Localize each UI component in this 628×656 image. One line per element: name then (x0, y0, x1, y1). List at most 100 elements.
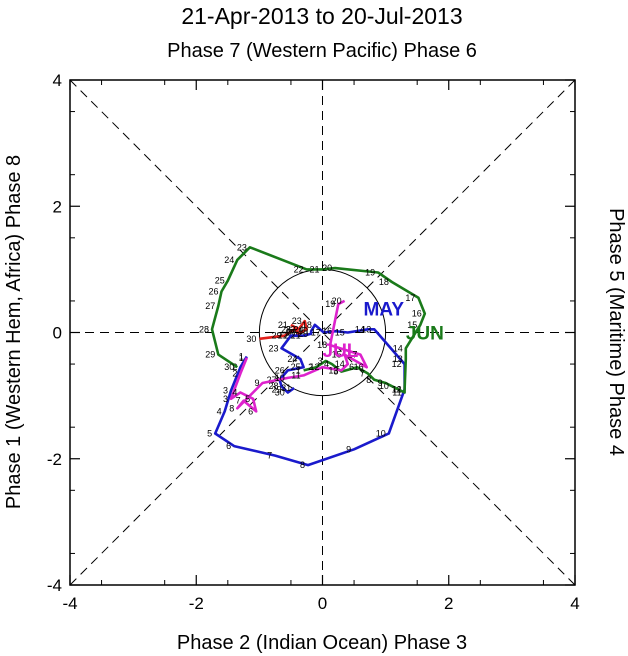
series-line-may (213, 323, 406, 467)
day-label: 19 (365, 268, 375, 278)
x-tick-label: -2 (189, 594, 204, 613)
day-label: 29 (205, 350, 215, 360)
month-label-may: MAY (364, 300, 405, 321)
y-axis-label-right: Phase 5 (Maritime) Phase 4 (605, 208, 627, 456)
day-label: 11 (392, 388, 401, 398)
y-axis-label-left: Phase 1 (Western Hem, Africa) Phase 8 (3, 155, 25, 509)
series-line-apr (259, 319, 309, 341)
day-label: 20 (332, 296, 342, 306)
day-label: 6 (248, 406, 253, 416)
day-label: 8 (366, 375, 371, 385)
day-label: 13 (361, 324, 371, 334)
day-label: 18 (379, 277, 389, 287)
day-label: 29 (272, 331, 282, 341)
day-label: 27 (267, 375, 277, 385)
day-label: 18 (302, 320, 312, 330)
day-label: 5 (333, 367, 338, 377)
day-label: 6 (349, 362, 354, 372)
day-label: 14 (355, 324, 365, 334)
day-label: 7 (267, 451, 272, 461)
day-label: 20 (322, 263, 332, 273)
day-label: 23 (292, 316, 302, 326)
day-label: 21 (278, 320, 288, 330)
day-label: 6 (226, 441, 231, 451)
day-label: 26 (208, 287, 218, 297)
day-label: 4 (217, 406, 222, 416)
series-line-jul (229, 299, 369, 413)
series-line-jun (210, 246, 427, 394)
day-label: 12 (392, 384, 402, 394)
y-tick-label: -2 (47, 450, 62, 469)
day-label: 1 (239, 352, 244, 362)
day-label: 22 (278, 331, 288, 341)
day-label: 3 (223, 394, 228, 404)
day-label: 9 (378, 378, 383, 388)
day-label: 30 (224, 362, 234, 372)
day-label: 27 (285, 328, 295, 338)
day-label: 5 (207, 429, 212, 439)
plot-frame (69, 79, 576, 586)
day-label: 16 (412, 309, 422, 319)
day-label: 25 (215, 276, 225, 286)
day-label: 17 (405, 293, 415, 303)
y-tick-label: 4 (53, 71, 62, 90)
day-label: 5 (245, 394, 250, 404)
day-label: 30 (275, 388, 285, 398)
day-label: 3 (223, 386, 228, 396)
day-label: 12 (309, 362, 319, 372)
day-label: 10 (275, 373, 285, 383)
day-label: 23 (237, 242, 247, 252)
day-label: 24 (287, 354, 297, 364)
day-label: 2 (232, 369, 237, 379)
day-label: 8 (300, 460, 305, 470)
day-label: 4 (232, 388, 237, 398)
day-label: 1 (296, 365, 301, 375)
day-label: 31 (281, 383, 291, 393)
day-label: 15 (332, 350, 342, 360)
day-label: 4 (324, 359, 329, 369)
day-label: 1 (239, 353, 244, 363)
day-label: 17 (311, 328, 321, 338)
day-label: 12 (392, 359, 402, 369)
day-label: 19 (298, 326, 308, 336)
x-tick-label: -4 (62, 594, 77, 613)
day-label: 14 (393, 343, 403, 353)
day-label: 7 (236, 396, 241, 406)
day-label: 27 (205, 301, 215, 311)
day-label: 13 (328, 365, 338, 375)
series-layer: 2122232425262728293012345678910111213141… (199, 242, 444, 470)
x-tick-label: 0 (318, 594, 327, 613)
day-label: 21 (309, 264, 319, 274)
day-label: 28 (281, 324, 291, 334)
y-tick-label: -4 (47, 576, 62, 595)
chart-title: 21-Apr-2013 to 20-Jul-2013 (181, 3, 462, 29)
day-label: 21 (291, 331, 301, 341)
day-label: 23 (268, 343, 278, 353)
day-label: 15 (407, 320, 417, 330)
day-label: 29 (272, 384, 282, 394)
x-axis-label: Phase 2 (Indian Ocean) Phase 3 (177, 632, 467, 654)
day-label: 22 (294, 264, 304, 274)
day-label: 20 (298, 329, 308, 339)
x-tick-label: 2 (444, 594, 453, 613)
day-label: 28 (199, 324, 209, 334)
day-label: 8 (229, 403, 234, 413)
day-label: 10 (379, 381, 389, 391)
day-label: 26 (275, 365, 285, 375)
day-label: 9 (254, 378, 259, 388)
y-tick-label: 2 (53, 197, 62, 216)
month-label-jul: JUL (323, 341, 359, 362)
day-label: 22 (285, 324, 295, 334)
day-label: 13 (393, 354, 403, 364)
day-label: 2 (308, 362, 313, 372)
day-label: 10 (376, 429, 386, 439)
day-label: 3 (318, 356, 323, 366)
day-label: 24 (294, 324, 304, 334)
month-label-jun: JUN (406, 324, 444, 345)
day-label: 14 (335, 359, 345, 369)
day-label: 24 (224, 255, 234, 265)
day-label: 15 (335, 328, 345, 338)
day-label: 16 (354, 362, 364, 372)
